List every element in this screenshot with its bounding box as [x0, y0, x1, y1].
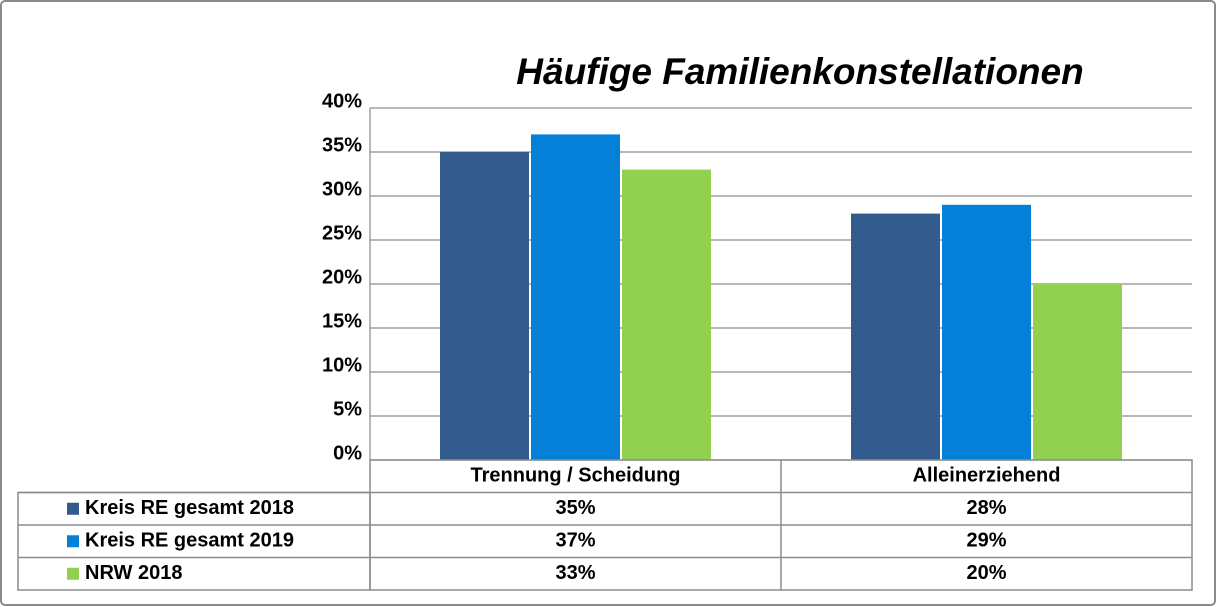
x-tick-label: Trennung / Scheidung — [471, 465, 681, 487]
y-tick-label: 20% — [322, 266, 362, 288]
bar — [622, 169, 711, 460]
legend-label: Kreis RE gesamt 2018 — [85, 497, 294, 519]
table-value: 29% — [966, 530, 1006, 552]
bar — [440, 152, 529, 460]
legend-label: Kreis RE gesamt 2019 — [85, 530, 294, 552]
table-value: 20% — [966, 562, 1006, 584]
bar — [942, 204, 1031, 460]
y-tick-label: 15% — [322, 310, 362, 332]
legend-swatch — [67, 502, 79, 515]
y-tick-label: 30% — [322, 178, 362, 200]
bar — [531, 134, 620, 460]
y-tick-label: 25% — [322, 222, 362, 244]
y-tick-label: 40% — [322, 90, 362, 112]
legend-label: NRW 2018 — [85, 562, 182, 584]
table-value: 33% — [555, 562, 595, 584]
bar — [851, 213, 940, 460]
table-value: 37% — [555, 530, 595, 552]
legend-swatch — [67, 535, 79, 548]
x-tick-label: Alleinerziehend — [913, 465, 1061, 487]
chart-title: Häufige Familienkonstellationen — [516, 51, 1083, 92]
y-tick-label: 10% — [322, 354, 362, 376]
table-value: 28% — [966, 497, 1006, 519]
y-tick-label: 0% — [333, 442, 362, 464]
legend-swatch — [67, 567, 79, 580]
y-tick-label: 35% — [322, 134, 362, 156]
y-tick-label: 5% — [333, 398, 362, 420]
table-value: 35% — [555, 497, 595, 519]
bar — [1033, 284, 1122, 460]
